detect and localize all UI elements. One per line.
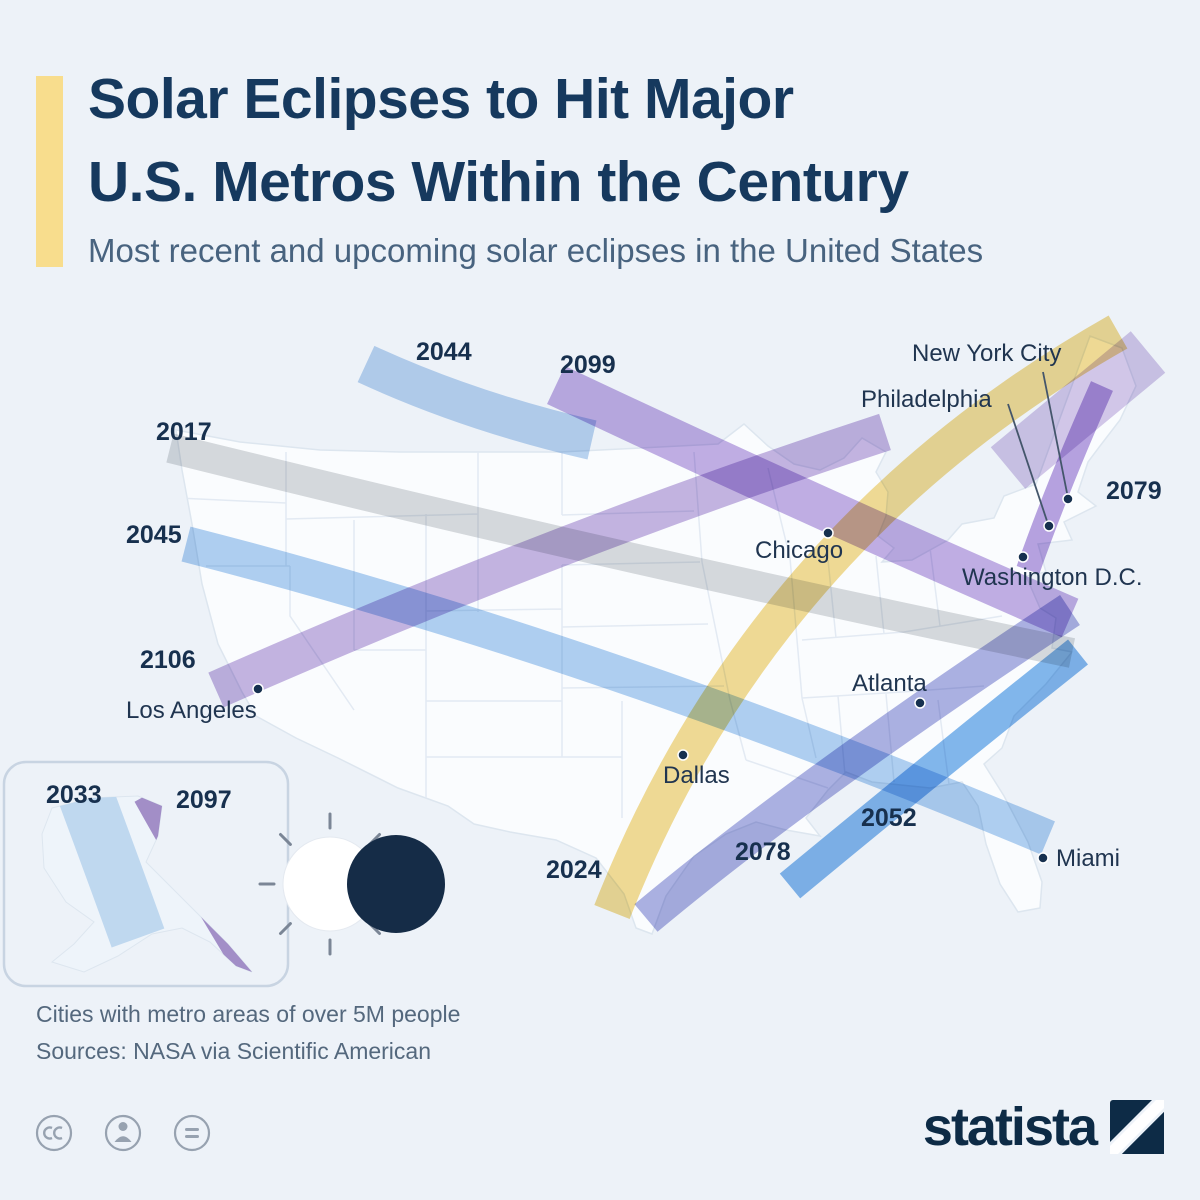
eclipse-icon: [258, 812, 445, 956]
moon-disc-icon: [347, 835, 445, 933]
year-label-2099: 2099: [560, 351, 616, 379]
no-derivatives-icon[interactable]: [173, 1114, 211, 1152]
city-label-dallas: Dallas: [663, 762, 730, 789]
cc-license[interactable]: [34, 1112, 214, 1159]
year-label-2045: 2045: [126, 521, 182, 549]
footnote: Cities with metro areas of over 5M peopl…: [36, 1001, 461, 1027]
logo-slash: [1110, 1100, 1164, 1154]
city-label-philadelphia: Philadelphia: [861, 386, 992, 413]
city-dot-chicago: [822, 527, 834, 539]
eclipse-bands: [166, 315, 1166, 932]
city-dot-new-york-city: [1062, 493, 1074, 505]
city-dot-dallas: [677, 749, 689, 761]
equals-bar-top: [185, 1128, 199, 1131]
person-body: [114, 1136, 132, 1142]
cc-letters: [43, 1126, 63, 1140]
eclipse-band-2099: [547, 366, 1079, 638]
city-dot-miami: [1037, 852, 1049, 864]
city-label-atlanta: Atlanta: [852, 670, 927, 697]
source-note: Sources: NASA via Scientific American: [36, 1038, 431, 1064]
year-label-2079: 2079: [1106, 477, 1162, 505]
year-label-2044: 2044: [416, 338, 472, 366]
statista-wordmark: statista: [922, 1097, 1098, 1157]
year-label-2078: 2078: [735, 838, 791, 866]
statista-logo-mark: [1110, 1100, 1164, 1154]
subtitle: Most recent and upcoming solar eclipses …: [88, 232, 984, 269]
statista-logo[interactable]: statista: [923, 1096, 1164, 1158]
eclipse-band-2044: [357, 345, 597, 460]
city-dot-washington-dc: [1017, 551, 1029, 563]
eclipse-band-2033: [59, 796, 165, 948]
attribution-icon[interactable]: [104, 1114, 142, 1152]
title-accent-bar: [36, 76, 63, 267]
year-label-2052: 2052: [861, 804, 917, 832]
city-markers: [252, 371, 1074, 864]
eclipse-band-2106-northeast: [990, 331, 1166, 489]
cc-icon[interactable]: [35, 1114, 73, 1152]
year-label-2024: 2024: [546, 856, 602, 884]
title-line-1: Solar Eclipses to Hit Major: [88, 67, 794, 131]
title-line-2: U.S. Metros Within the Century: [88, 149, 909, 214]
equals-bar-bottom: [185, 1135, 199, 1138]
eclipse-band-2017: [166, 433, 1076, 668]
city-label-miami: Miami: [1056, 845, 1120, 872]
eclipse-band-2106: [208, 413, 891, 708]
city-dot-los-angeles: [252, 683, 264, 695]
philadelphia-leader-line: [1007, 403, 1048, 522]
city-label-washington-dc: Washington D.C.: [962, 564, 1143, 591]
eclipse-band-2024: [594, 315, 1128, 919]
city-dot-atlanta: [914, 697, 926, 709]
city-label-los-angeles: Los Angeles: [126, 697, 257, 724]
cc-license-icons: [35, 1114, 211, 1152]
year-label-2017: 2017: [156, 418, 212, 446]
city-label-new-york-city: New York City: [912, 340, 1062, 367]
eclipse-band-2078: [634, 594, 1080, 932]
page-title: Solar Eclipses to Hit Major U.S. Metros …: [88, 58, 1178, 223]
eclipse-band-2079: [1016, 381, 1113, 574]
city-label-chicago: Chicago: [755, 537, 844, 564]
city-dot-philadelphia: [1043, 520, 1055, 532]
new-york-city-leader-line: [1042, 371, 1068, 494]
year-label-2097: 2097: [176, 786, 232, 814]
year-label-2106: 2106: [140, 646, 196, 674]
eclipse-band-2052: [779, 639, 1088, 899]
year-label-2033: 2033: [46, 781, 102, 809]
person-head: [118, 1122, 128, 1131]
